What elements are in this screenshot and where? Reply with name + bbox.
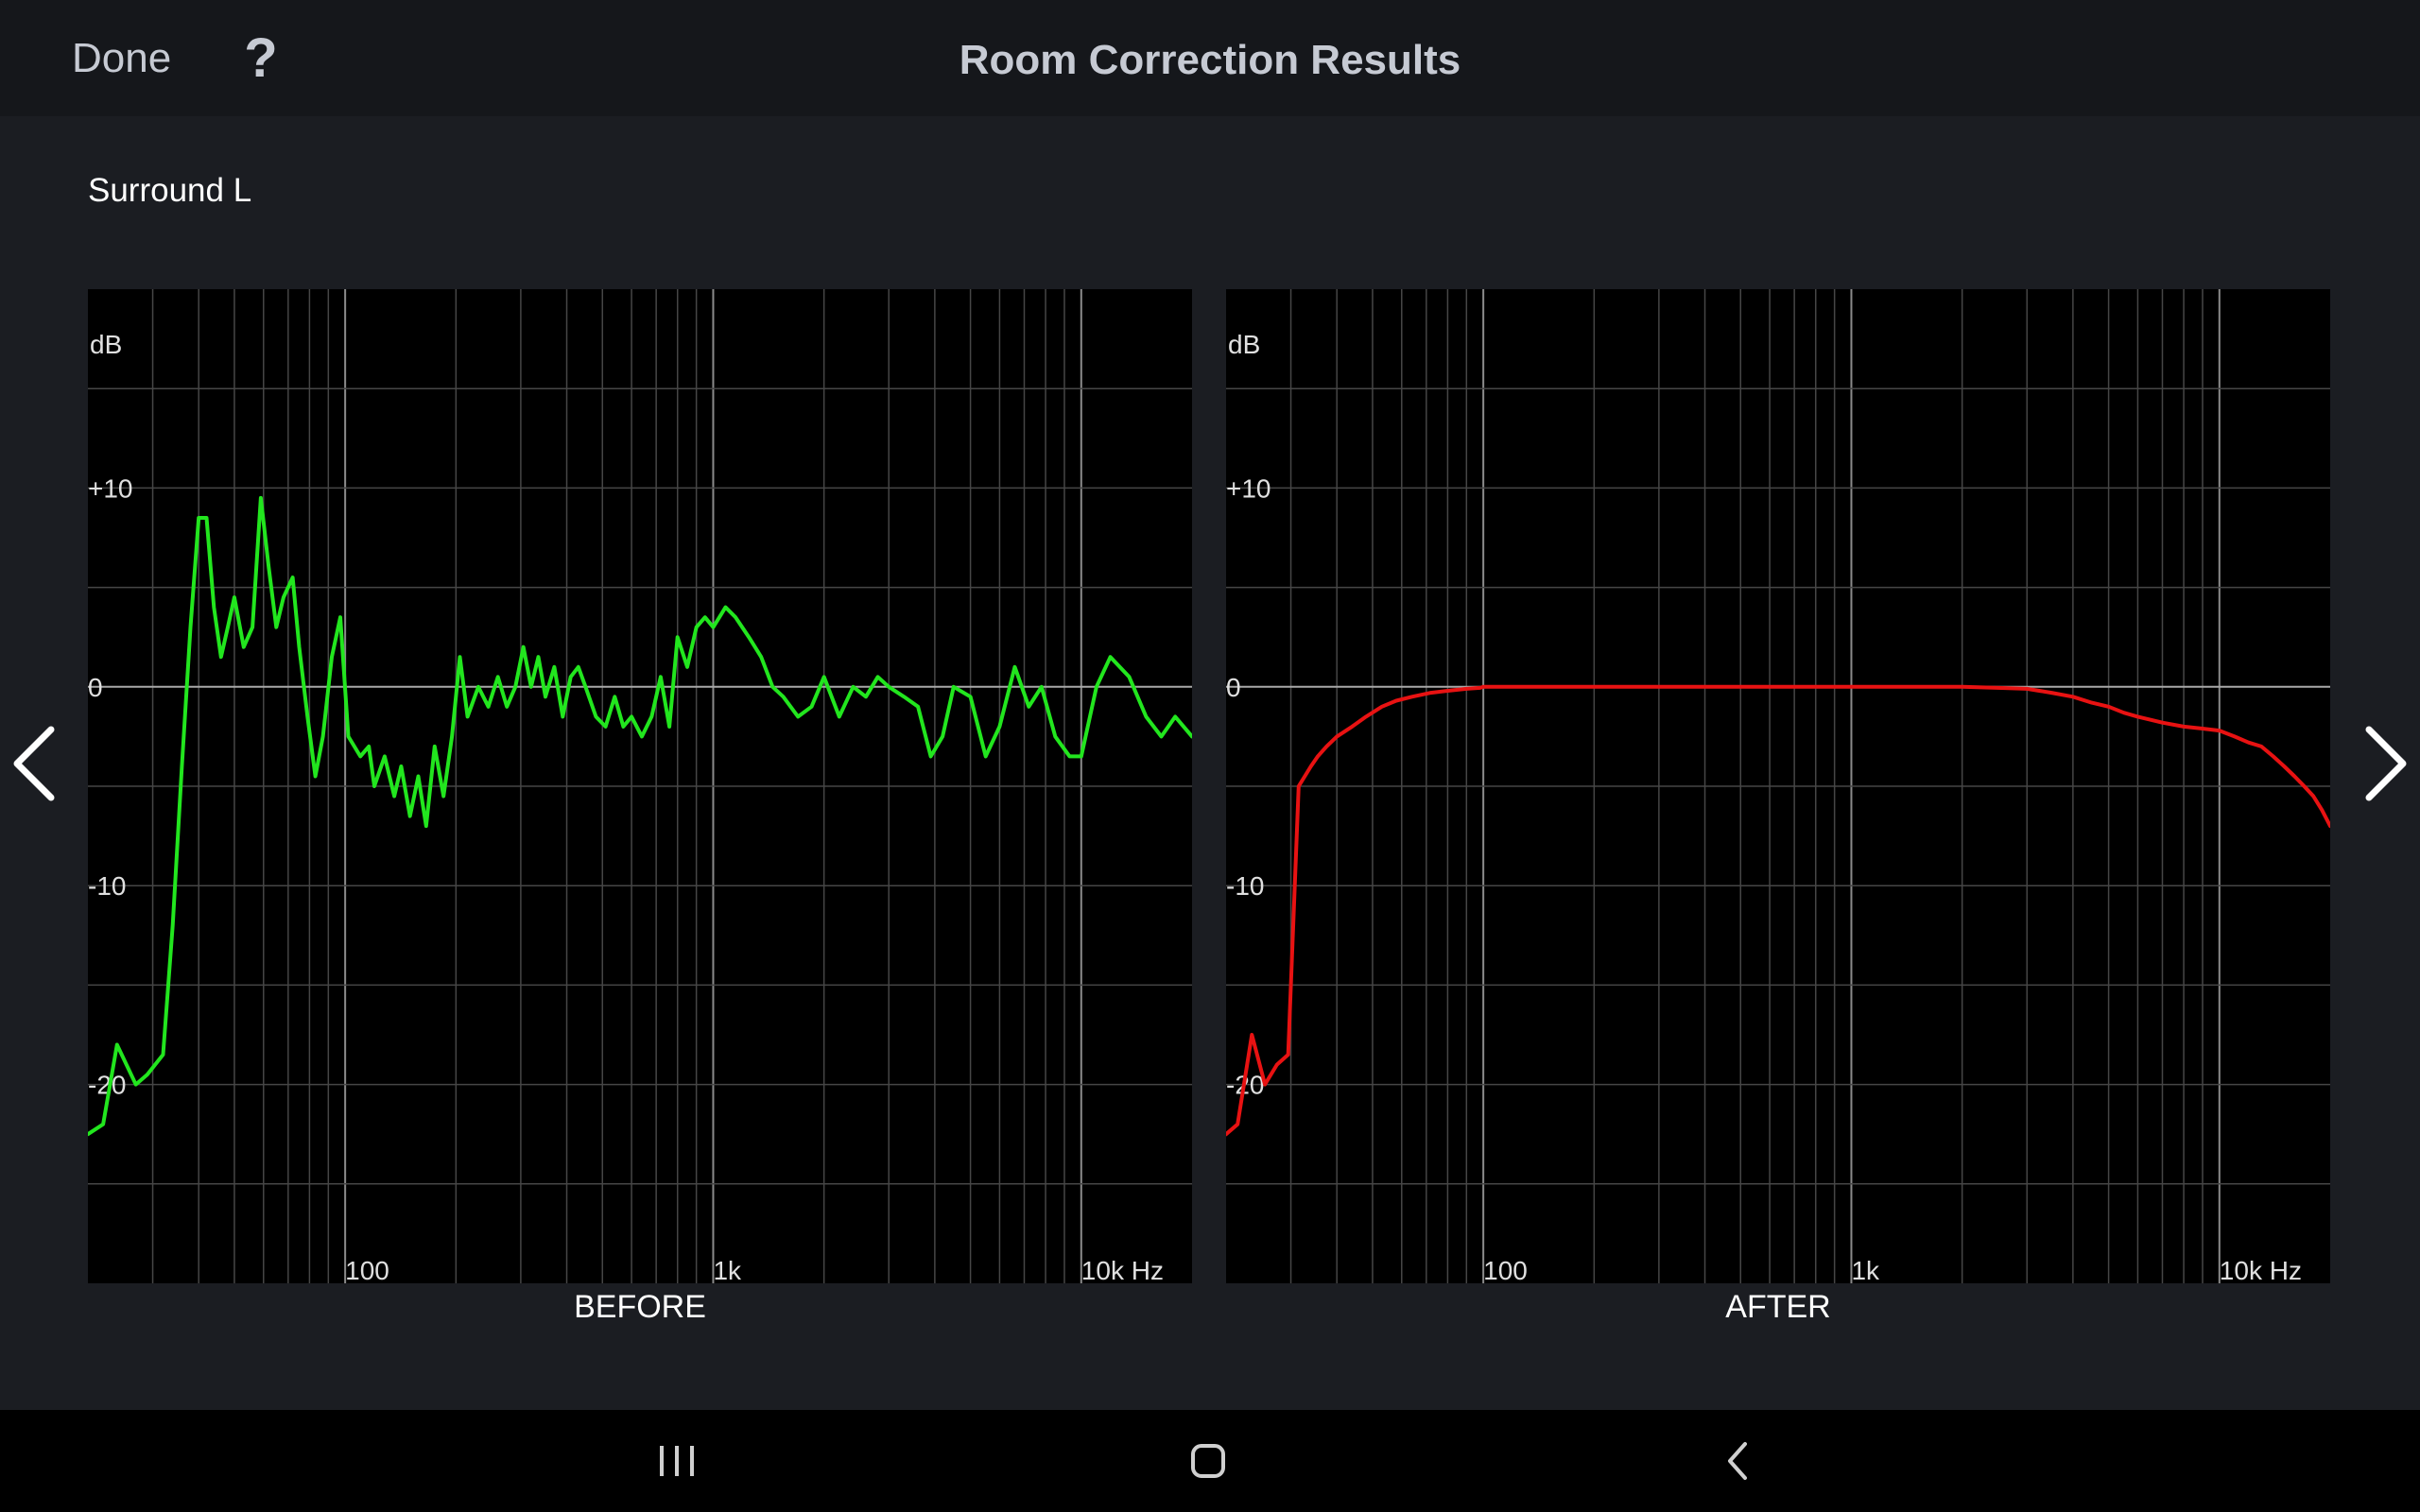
home-icon [1191,1444,1225,1478]
before-chart: dB +10 0 -10 -20 100 1k 10k Hz [88,289,1192,1283]
recent-apps-button[interactable] [639,1431,715,1491]
y-tick-label: -10 [88,871,126,901]
x-tick-label: 100 [345,1256,389,1283]
y-tick-label: 0 [1226,673,1241,702]
next-channel-button[interactable] [2356,724,2412,803]
back-button[interactable] [1702,1431,1777,1491]
x-tick-label: 10k Hz [2220,1256,2302,1283]
after-caption: AFTER [1725,1289,1831,1325]
channel-name: Surround L [88,172,252,209]
x-tick-label: 10k Hz [1081,1256,1164,1283]
y-tick-label: +10 [88,473,133,503]
x-tick-label: 100 [1483,1256,1528,1283]
chevron-left-icon [13,726,55,801]
help-button[interactable]: ? [244,27,278,89]
y-axis-label: dB [1228,330,1260,359]
y-axis-label: dB [90,330,122,359]
top-bar: Done ? Room Correction Results [0,0,2420,116]
y-tick-label: +10 [1226,473,1271,503]
home-button[interactable] [1170,1431,1246,1491]
x-tick-label: 1k [713,1256,742,1283]
x-tick-label: 1k [1851,1256,1880,1283]
y-tick-label: 0 [88,673,103,702]
back-icon [1728,1442,1747,1480]
page-title: Room Correction Results [959,37,1461,83]
response-curve [1226,684,2330,1137]
after-chart: dB +10 0 -10 -20 100 1k 10k Hz [1226,289,2330,1283]
y-tick-label: -10 [1226,871,1264,901]
system-navigation-bar [0,1410,2420,1512]
recent-apps-icon [660,1446,694,1476]
before-caption: BEFORE [574,1289,706,1325]
done-button[interactable]: Done [72,32,171,85]
previous-channel-button[interactable] [8,724,64,803]
response-curve [88,495,1192,1137]
chevron-right-icon [2365,726,2407,801]
